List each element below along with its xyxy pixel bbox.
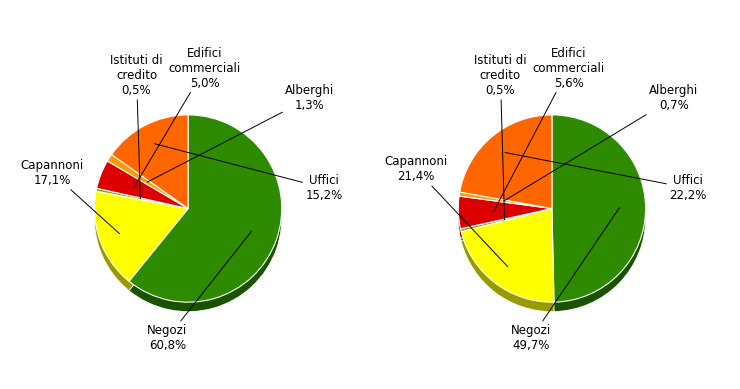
- Text: Uffici
22,2%: Uffici 22,2%: [505, 152, 707, 202]
- Wedge shape: [96, 188, 188, 209]
- Text: Edifici
commerciali
5,6%: Edifici commerciali 5,6%: [494, 47, 605, 211]
- Text: Istituti di
credito
0,5%: Istituti di credito 0,5%: [110, 54, 163, 199]
- Wedge shape: [107, 164, 188, 218]
- Wedge shape: [460, 115, 552, 209]
- Wedge shape: [460, 124, 552, 218]
- Wedge shape: [129, 124, 282, 312]
- Text: Alberghi
1,3%: Alberghi 1,3%: [147, 84, 334, 182]
- Wedge shape: [460, 209, 552, 232]
- Text: Capannoni
17,1%: Capannoni 17,1%: [21, 159, 119, 234]
- Wedge shape: [97, 161, 188, 209]
- Wedge shape: [129, 115, 282, 302]
- Wedge shape: [458, 205, 552, 238]
- Text: Negozi
60,8%: Negozi 60,8%: [147, 231, 252, 352]
- Text: Edifici
commerciali
5,0%: Edifici commerciali 5,0%: [134, 47, 241, 187]
- Wedge shape: [460, 218, 552, 241]
- Wedge shape: [552, 124, 645, 312]
- Wedge shape: [459, 192, 552, 209]
- Wedge shape: [95, 191, 188, 281]
- Wedge shape: [552, 115, 645, 302]
- Text: Alberghi
0,7%: Alberghi 0,7%: [504, 84, 699, 201]
- Wedge shape: [458, 196, 552, 229]
- Wedge shape: [95, 200, 188, 291]
- Text: Uffici
15,2%: Uffici 15,2%: [155, 144, 343, 202]
- Wedge shape: [112, 124, 188, 218]
- Wedge shape: [96, 198, 188, 218]
- Wedge shape: [459, 202, 552, 218]
- Text: Capannoni
21,4%: Capannoni 21,4%: [385, 155, 508, 267]
- Wedge shape: [461, 218, 554, 312]
- Wedge shape: [112, 115, 188, 209]
- Wedge shape: [107, 154, 188, 209]
- Text: Negozi
49,7%: Negozi 49,7%: [511, 208, 619, 352]
- Wedge shape: [97, 170, 188, 218]
- Wedge shape: [461, 209, 554, 302]
- Text: Istituti di
credito
0,5%: Istituti di credito 0,5%: [474, 54, 527, 220]
